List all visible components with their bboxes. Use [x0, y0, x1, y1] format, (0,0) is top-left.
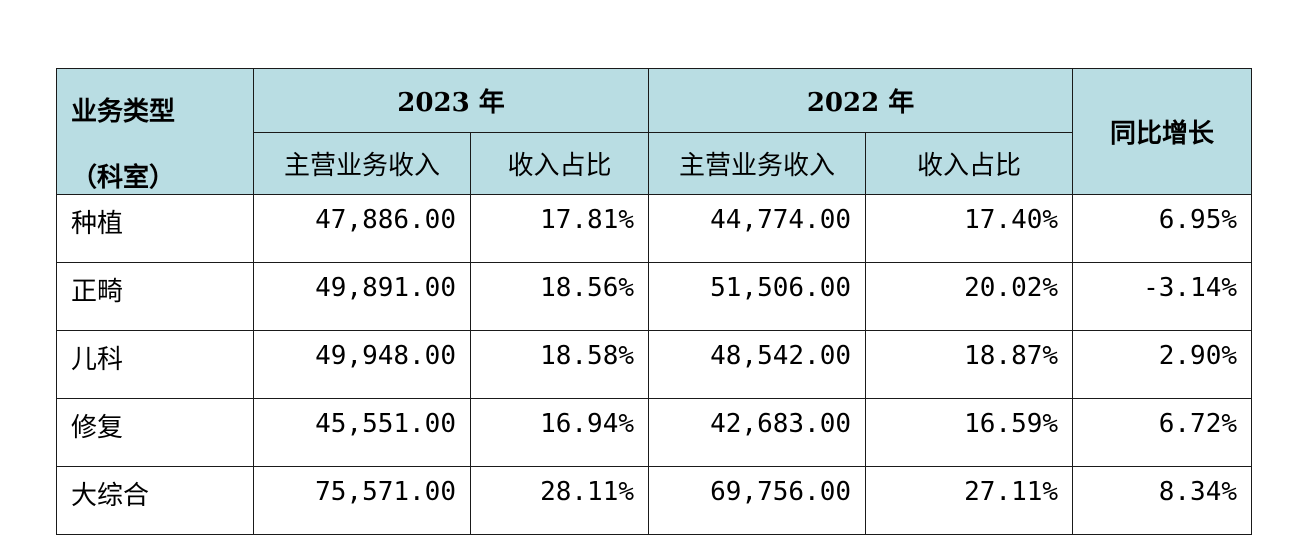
table-row: 大综合 75,571.00 28.11% 69,756.00 27.11% 8.… — [56, 466, 1253, 535]
growth-cell: -3.14% — [1072, 262, 1253, 331]
revenue-2022-cell: 44,774.00 — [648, 194, 867, 263]
revenue-2022-cell: 69,756.00 — [648, 466, 867, 535]
share-2023-cell: 28.11% — [469, 466, 650, 535]
row-type-cell: 正畸 — [56, 262, 254, 331]
header-share-2023: 收入占比 — [469, 132, 650, 195]
growth-cell: 2.90% — [1072, 330, 1253, 399]
revenue-by-department-table: 业务类型 （科室） 2023 年 2022 年 同比增长 主营业务收入 收入占比… — [56, 68, 1253, 535]
revenue-2023-cell: 49,948.00 — [253, 330, 471, 399]
growth-cell: 8.34% — [1072, 466, 1253, 535]
share-2023-cell: 16.94% — [469, 398, 650, 467]
header-row-1: 业务类型 （科室） 2023 年 2022 年 同比增长 — [56, 68, 1253, 195]
header-revenue-2023: 主营业务收入 — [253, 132, 471, 195]
revenue-2023-cell: 75,571.00 — [253, 466, 471, 535]
share-2022-cell: 16.59% — [865, 398, 1074, 467]
share-2023-cell: 18.58% — [469, 330, 650, 399]
header-row-2: 主营业务收入 收入占比 主营业务收入 收入占比 — [57, 132, 1252, 195]
revenue-2023-cell: 49,891.00 — [253, 262, 471, 331]
header-type-sublabel: （科室） — [71, 163, 176, 193]
share-2023-cell: 18.56% — [469, 262, 650, 331]
row-type-cell: 种植 — [56, 194, 254, 263]
row-type-cell: 儿科 — [56, 330, 254, 399]
header-business-type: 业务类型 （科室） — [56, 68, 254, 195]
table-row: 儿科 49,948.00 18.58% 48,542.00 18.87% 2.9… — [56, 330, 1253, 399]
revenue-2022-cell: 48,542.00 — [648, 330, 867, 399]
table-row: 修复 45,551.00 16.94% 42,683.00 16.59% 6.7… — [56, 398, 1253, 467]
header-yoy-growth: 同比增长 — [1072, 68, 1253, 195]
share-2022-cell: 18.87% — [865, 330, 1074, 399]
header-revenue-2022: 主营业务收入 — [648, 132, 867, 195]
row-type-cell: 修复 — [56, 398, 254, 467]
row-type-cell: 大综合 — [56, 466, 254, 535]
table-row: 种植 47,886.00 17.81% 44,774.00 17.40% 6.9… — [56, 194, 1253, 263]
header-share-2022: 收入占比 — [865, 132, 1074, 195]
table-row: 正畸 49,891.00 18.56% 51,506.00 20.02% -3.… — [56, 262, 1253, 331]
revenue-2022-cell: 42,683.00 — [648, 398, 867, 467]
header-type-label: 业务类型 — [71, 97, 176, 127]
growth-cell: 6.72% — [1072, 398, 1253, 467]
revenue-2022-cell: 51,506.00 — [648, 262, 867, 331]
share-2023-cell: 17.81% — [469, 194, 650, 263]
header-year-2023: 2023 年 — [252, 68, 650, 133]
header-year-2022: 2022 年 — [648, 68, 1074, 133]
share-2022-cell: 20.02% — [865, 262, 1074, 331]
share-2022-cell: 17.40% — [865, 194, 1074, 263]
share-2022-cell: 27.11% — [865, 466, 1074, 535]
revenue-2023-cell: 47,886.00 — [253, 194, 471, 263]
growth-cell: 6.95% — [1072, 194, 1253, 263]
revenue-2023-cell: 45,551.00 — [253, 398, 471, 467]
